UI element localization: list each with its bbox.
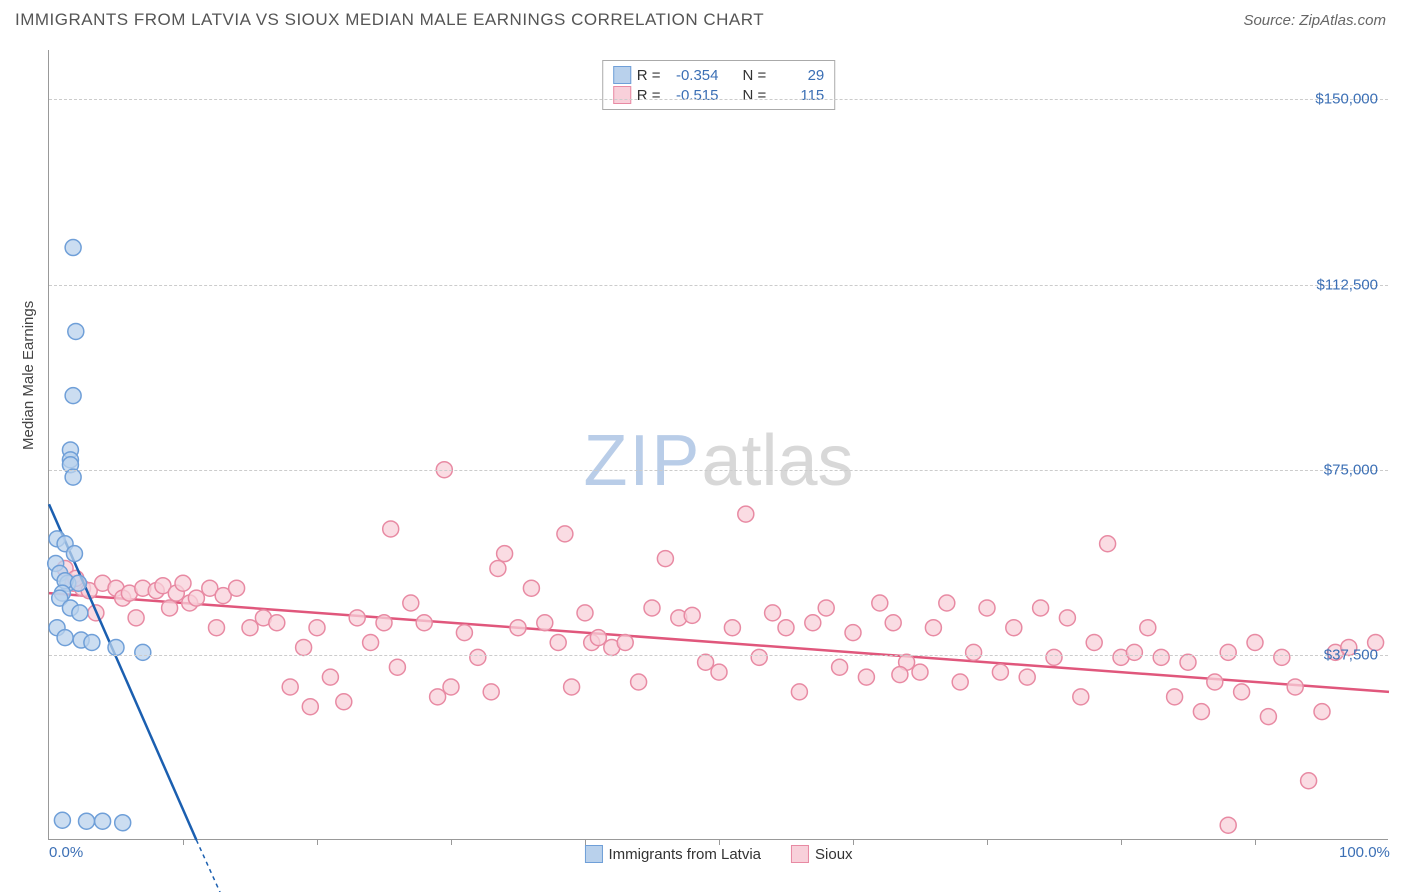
y-tick-label: $150,000 (1315, 91, 1378, 108)
swatch-latvia-icon (584, 845, 602, 863)
y-tick-label: $112,500 (1317, 276, 1378, 293)
source-attribution: Source: ZipAtlas.com (1243, 12, 1386, 29)
correlation-legend: R = -0.354 N = 29 R = -0.515 N = 115 (602, 60, 836, 110)
scatter-svg (49, 50, 1388, 839)
x-tick-label: 100.0% (1339, 844, 1390, 861)
y-axis-label: Median Male Earnings (20, 301, 37, 450)
x-tick-label: 0.0% (49, 844, 83, 861)
series-legend: Immigrants from Latvia Sioux (584, 845, 852, 863)
legend-row-latvia: R = -0.354 N = 29 (613, 65, 825, 85)
chart-title: IMMIGRANTS FROM LATVIA VS SIOUX MEDIAN M… (15, 10, 764, 30)
swatch-sioux (613, 86, 631, 104)
y-tick-label: $37,500 (1324, 646, 1378, 663)
y-tick-label: $75,000 (1324, 461, 1378, 478)
swatch-latvia (613, 66, 631, 84)
chart-plot-area: ZIPatlas R = -0.354 N = 29 R = -0.515 N … (48, 50, 1388, 840)
legend-item-sioux: Sioux (791, 845, 853, 863)
legend-item-latvia: Immigrants from Latvia (584, 845, 761, 863)
swatch-sioux-icon (791, 845, 809, 863)
legend-row-sioux: R = -0.515 N = 115 (613, 85, 825, 105)
